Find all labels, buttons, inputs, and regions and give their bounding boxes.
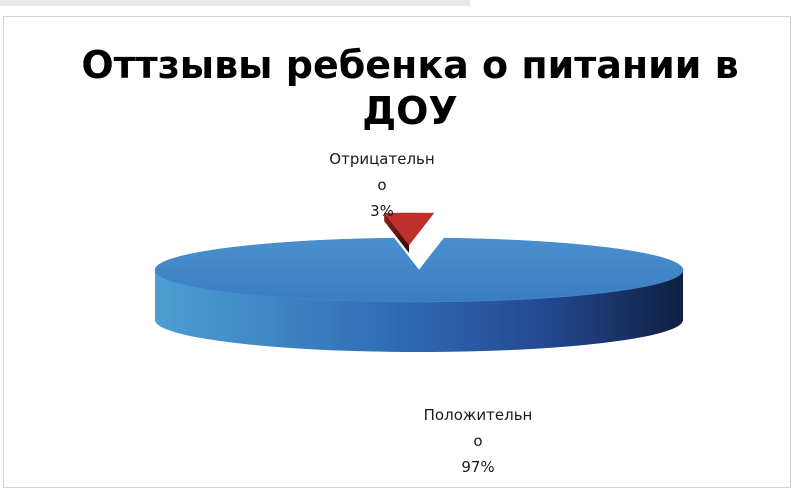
header-strip [0,0,470,6]
pie-slice-negative-side [384,213,409,253]
pie-slice-positive [154,237,684,303]
slice-label-positive-line-1: Положительн [424,406,533,424]
pie-slice-positive-side [155,270,683,352]
slice-label-negative-line-2: о [377,176,386,194]
slice-value-positive: 97% [461,458,494,476]
chart-title-line-2: ДОУ [362,89,457,133]
slice-value-negative: 3% [370,202,394,220]
slice-label-negative: Отрицательн о 3% [329,150,434,220]
slice-label-positive: Положительн о 97% [424,406,533,476]
slice-label-negative-line-1: Отрицательн [329,150,434,168]
pie-slices [154,212,684,352]
slice-label-positive-line-2: о [473,432,482,450]
pie-slice-negative [383,212,435,246]
chart-title-line-1: Оттзывы ребенка о питании в [81,43,738,87]
